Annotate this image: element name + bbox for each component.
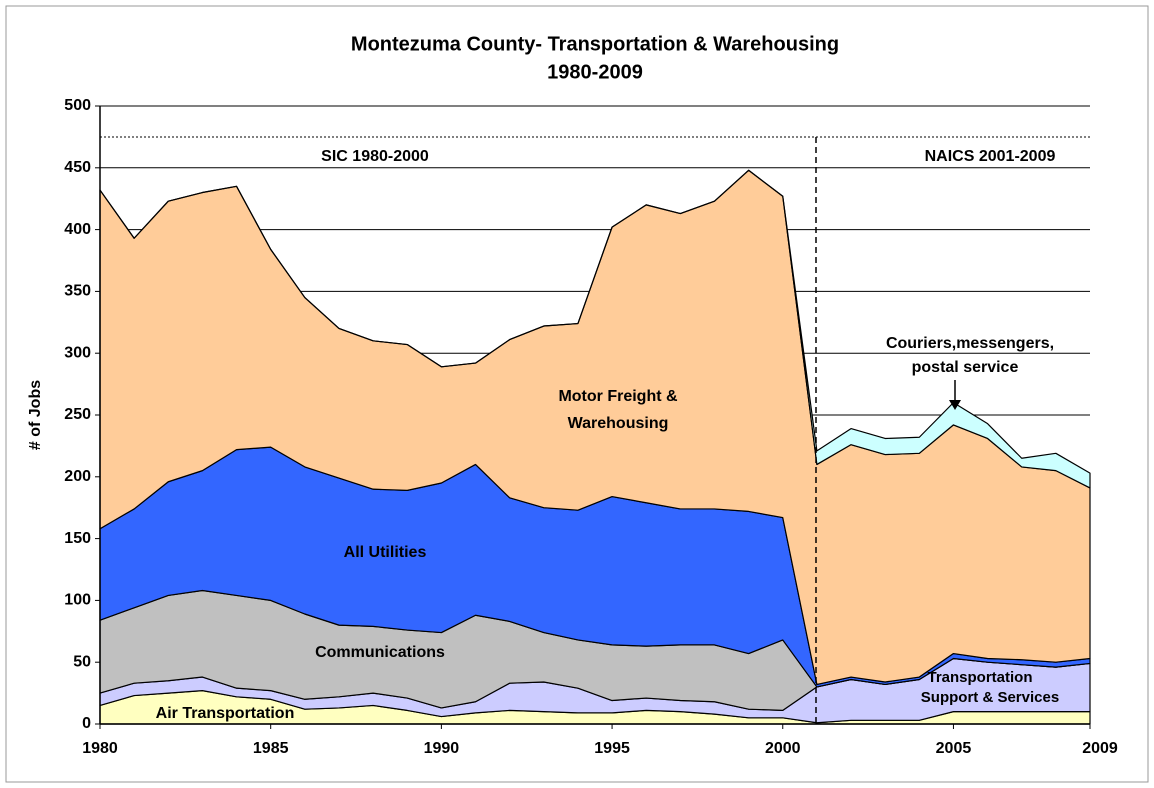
annotation: postal service xyxy=(912,359,1019,376)
x-tick-label: 2005 xyxy=(936,740,972,757)
chart-title: Montezuma County- Transportation & Wareh… xyxy=(351,33,839,55)
y-axis-label: # of Jobs xyxy=(27,380,44,450)
annotation: Motor Freight & xyxy=(558,388,678,405)
y-tick-label: 250 xyxy=(64,406,91,423)
arrow-head xyxy=(949,400,961,410)
x-tick-label: 1990 xyxy=(424,740,460,757)
x-tick-label: 1980 xyxy=(82,740,118,757)
annotation: Warehousing xyxy=(568,415,669,432)
y-tick-label: 200 xyxy=(64,468,91,485)
annotation: All Utilities xyxy=(344,544,427,561)
annotation: Air Transportation xyxy=(156,705,295,722)
x-tick-label: 1995 xyxy=(594,740,630,757)
y-tick-label: 100 xyxy=(64,592,91,609)
y-tick-label: 50 xyxy=(73,653,91,670)
annotation: Couriers,messengers, xyxy=(886,335,1054,352)
y-tick-label: 450 xyxy=(64,159,91,176)
y-tick-label: 0 xyxy=(82,715,91,732)
annotation: Communications xyxy=(315,644,445,661)
y-tick-label: 500 xyxy=(64,97,91,114)
x-tick-label: 2009 xyxy=(1082,740,1118,757)
y-tick-label: 350 xyxy=(64,283,91,300)
annotation: SIC 1980-2000 xyxy=(321,148,429,165)
y-tick-label: 400 xyxy=(64,221,91,238)
x-tick-label: 1985 xyxy=(253,740,289,757)
x-tick-label: 2000 xyxy=(765,740,801,757)
annotation: NAICS 2001-2009 xyxy=(925,148,1056,165)
area xyxy=(99,169,1091,489)
y-tick-label: 300 xyxy=(64,344,91,361)
annotation: Transportation xyxy=(927,669,1032,686)
chart-subtitle: 1980-2009 xyxy=(547,61,643,83)
plot-area xyxy=(99,105,1091,725)
annotation: Support & Services xyxy=(921,689,1059,706)
y-tick-label: 150 xyxy=(64,530,91,547)
